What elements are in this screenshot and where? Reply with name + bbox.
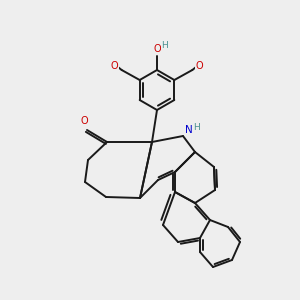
Text: H: H [193,122,200,131]
Text: O: O [153,44,161,54]
Text: O: O [80,116,88,126]
Text: O: O [111,61,118,71]
Text: O: O [196,61,203,71]
Text: H: H [162,41,168,50]
Text: N: N [185,125,193,135]
